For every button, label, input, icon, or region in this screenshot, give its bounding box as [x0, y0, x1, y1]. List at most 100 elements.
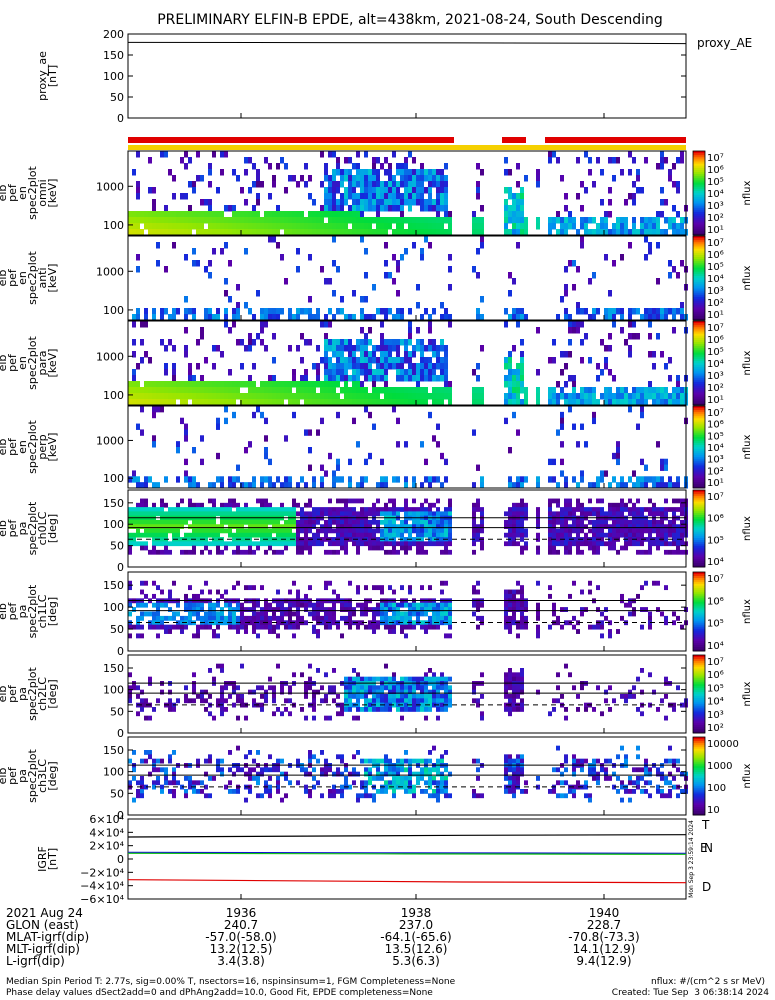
panel-3-spectrogram-cell	[380, 357, 384, 364]
panel-4-spectrogram-cell	[252, 476, 256, 483]
panel-6-spectrogram-cell	[252, 607, 256, 612]
panel-3-spectrogram-cell	[220, 399, 224, 406]
panel-7-spectrogram-cell	[260, 694, 264, 699]
panel-5-spectrogram-cell	[680, 511, 684, 517]
panel-2-spectrogram-cell	[384, 272, 388, 279]
panel-5-spectrogram-cell	[676, 528, 680, 534]
panel-1-spectrogram-cell	[396, 193, 400, 200]
panel-5-spectrogram-cell	[448, 524, 452, 529]
panel-2-colorbar-cell	[693, 259, 705, 262]
panel-5-spectrogram-cell	[336, 511, 340, 517]
panel-1-spectrogram-cell	[132, 217, 136, 224]
panel-2-spectrogram-cell	[384, 242, 388, 249]
panel-5-spectrogram-cell	[260, 519, 264, 525]
panel-2-spectrogram-cell	[276, 242, 280, 249]
panel-6-spectrogram-cell	[420, 607, 424, 612]
panel-2-colorbar-cell	[693, 275, 705, 279]
panel-5-spectrogram-cell	[276, 537, 280, 542]
panel-5-spectrogram-cell	[576, 541, 580, 547]
panel-1-spectrogram-cell	[376, 157, 380, 164]
panel-2-frame	[127, 235, 687, 321]
panel-6-spectrogram-cell	[616, 629, 620, 634]
panel-3-spectrogram-cell	[560, 387, 564, 394]
panel-7-spectrogram-cell	[172, 707, 176, 712]
panel-1-spectrogram-cell	[240, 187, 244, 194]
panel-7-spectrogram-cell	[380, 694, 384, 699]
panel-7-spectrogram-cell	[368, 698, 372, 704]
panel-3-spectrogram-cell	[132, 387, 136, 394]
panel-3-ylabel-word: para	[36, 351, 49, 376]
panel-1-spectrogram-cell	[520, 199, 524, 206]
panel-2-spectrogram-cell	[664, 314, 668, 321]
panel-1-spectrogram-cell	[344, 199, 348, 206]
panel-1-spectrogram-cell	[644, 157, 648, 164]
panel-6-spectrogram-cell	[140, 633, 144, 639]
panel-3-spectrogram-cell	[648, 333, 652, 340]
panel-1-colorbar-cell	[693, 195, 705, 198]
panel-2-spectrogram-cell	[144, 308, 148, 315]
panel-2-spectrogram-cell	[212, 314, 216, 321]
panel-3-spectrogram-cell	[376, 387, 380, 394]
panel-4-spectrogram-cell	[176, 447, 180, 454]
panel-3-spectrogram-cell	[412, 399, 416, 406]
panel-3-spectrogram-cell	[176, 393, 180, 400]
panel-6-spectrogram-cell	[188, 607, 192, 612]
panel-1-spectrogram-cell	[632, 229, 636, 236]
panel-4-spectrogram-cell	[380, 482, 384, 489]
panel-3-colorbar-cell	[693, 371, 705, 374]
panel-7-spectrogram-cell	[264, 694, 268, 699]
panel-2-spectrogram-cell	[680, 302, 684, 309]
panel-6-spectrogram-cell	[408, 615, 412, 621]
panel-7-spectrogram-cell	[128, 685, 132, 691]
panel-1-spectrogram-cell	[504, 211, 508, 218]
panel-4-spectrogram-cell	[508, 482, 512, 489]
panel-3-spectrogram-cell	[152, 399, 156, 406]
panel-5-spectrogram-cell	[432, 528, 436, 534]
panel-5-colorbar-cell	[693, 503, 705, 506]
panel-5-ylabel-word: pa	[16, 522, 29, 536]
panel-6-spectrogram-cell	[380, 607, 384, 612]
panel-1-spectrogram-cell	[212, 223, 216, 230]
panel-1-spectrogram-cell	[404, 217, 408, 224]
panel-2-spectrogram-cell	[172, 242, 176, 249]
panel-1-colorbar-cell	[693, 201, 705, 204]
panel-5-spectrogram-cell	[592, 532, 596, 538]
panel-1-colorbar-tick: 10⁴	[707, 189, 724, 200]
panel-3-spectrogram-cell	[192, 387, 196, 394]
panel-1-spectrogram-cell	[432, 205, 436, 212]
panel-5-spectrogram-cell	[524, 541, 528, 547]
panel-1-spectrogram-cell	[364, 229, 368, 236]
panel-5-spectrogram-cell	[300, 524, 304, 529]
panel-5-spectrogram-cell	[392, 541, 396, 547]
panel-1-spectrogram-cell	[392, 193, 396, 200]
panel-1-colorbar-cell	[693, 182, 705, 186]
panel-4-spectrogram-cell	[600, 476, 604, 483]
panel-1-spectrogram-cell	[644, 223, 648, 230]
panel-4-frame	[127, 405, 687, 489]
panel-4-spectrogram-cell	[504, 417, 508, 425]
panel-6-spectrogram-cell	[476, 624, 480, 630]
panel-4-colorbar-cell	[693, 412, 705, 415]
panel-1-spectrogram-cell	[568, 223, 572, 230]
panel-2-spectrogram-cell	[364, 272, 368, 279]
panel-5-spectrogram-cell	[160, 541, 164, 547]
panel-3-spectrogram-cell	[128, 381, 132, 388]
panel-6-spectrogram-cell	[188, 620, 192, 626]
panel-6-spectrogram-cell	[276, 589, 280, 595]
panel-3-spectrogram-cell	[348, 375, 352, 382]
panel-1-spectrogram-cell	[472, 217, 476, 224]
panel-1-spectrogram-cell	[136, 187, 140, 194]
panel-4-spectrogram-cell	[336, 464, 340, 471]
panel-5-colorbar-cell	[693, 513, 705, 516]
panel-5-spectrogram-cell	[136, 532, 140, 538]
panel-2-spectrogram-cell	[208, 260, 212, 267]
panel-6-spectrogram-cell	[200, 607, 204, 612]
panel-3-spectrogram-cell	[432, 393, 436, 400]
panel-3-spectrogram-cell	[572, 399, 576, 406]
panel-3-spectrogram-cell	[368, 327, 372, 334]
panel-5-spectrogram-cell	[148, 528, 152, 534]
panel-1-spectrogram-cell	[188, 157, 192, 164]
panel-7-colorbar-cell	[693, 731, 705, 734]
panel-4-ytick-label: 1000	[96, 434, 124, 447]
panel-3-spectrogram-cell	[288, 345, 292, 352]
